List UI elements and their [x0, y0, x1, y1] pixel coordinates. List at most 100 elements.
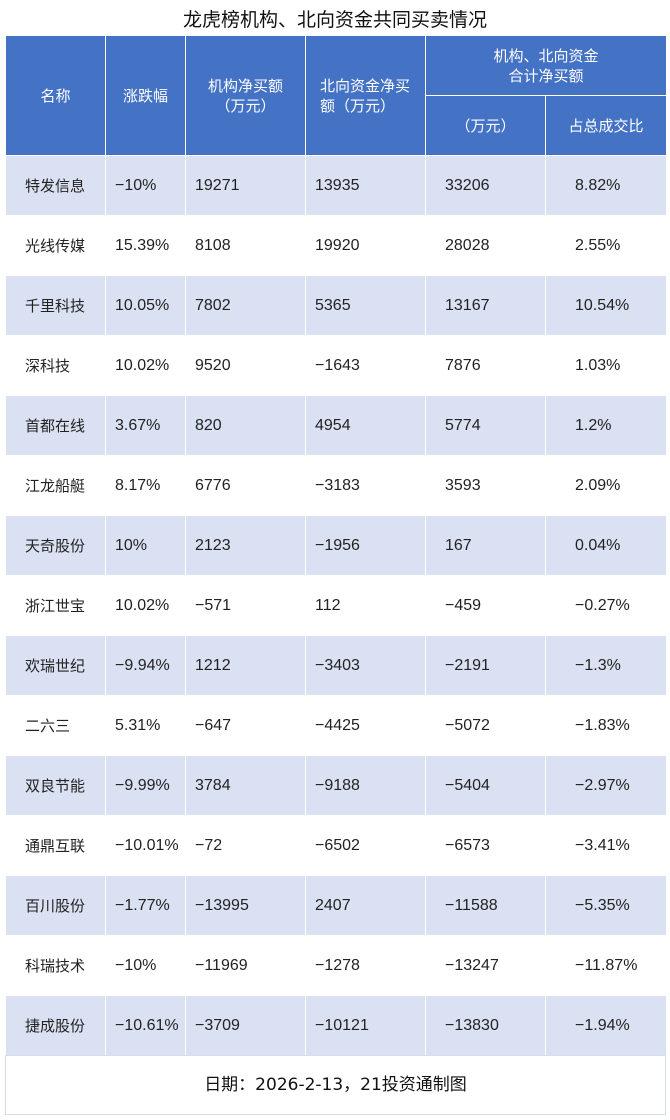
cell-combined-net: 3593	[425, 455, 546, 516]
cell-name: 首都在线	[5, 395, 106, 456]
header-north: 北向资金净买 额（万元）	[305, 35, 426, 156]
cell-change: 10%	[105, 515, 186, 576]
cell-combined-net: −5404	[425, 755, 546, 816]
cell-change: −9.99%	[105, 755, 186, 816]
table-title: 龙虎榜机构、北向资金共同买卖情况	[182, 9, 487, 31]
cell-north-net: −3183	[305, 455, 426, 516]
cell-inst-net: −11969	[185, 935, 306, 996]
cell-name: 通鼎互联	[5, 815, 106, 876]
cell-combined-net: 13167	[425, 275, 546, 336]
table-row: 二六三 5.31% −647 −4425 −5072 −1.83%	[5, 695, 668, 756]
cell-combined-net: −5072	[425, 695, 546, 756]
table-row: 千里科技 10.05% 7802 5365 13167 10.54%	[5, 275, 668, 336]
cell-combined-net: −6573	[425, 815, 546, 876]
cell-change: 10.05%	[105, 275, 186, 336]
cell-change: −1.77%	[105, 875, 186, 936]
table-row: 通鼎互联 −10.01% −72 −6502 −6573 −3.41%	[5, 815, 668, 876]
cell-name: 光线传媒	[5, 215, 106, 276]
cell-share: 10.54%	[544, 275, 668, 336]
table-row: 科瑞技术 −10% −11969 −1278 −13247 −11.87%	[5, 935, 668, 996]
footer-caption: 日期：2026-2-13，21投资通制图	[5, 1055, 666, 1115]
cell-inst-net: 9520	[185, 335, 306, 396]
table-row: 首都在线 3.67% 820 4954 5774 1.2%	[5, 395, 668, 456]
cell-north-net: −4425	[305, 695, 426, 756]
cell-inst-net: −13995	[185, 875, 306, 936]
cell-north-net: 112	[305, 575, 426, 636]
header-change: 涨跌幅	[105, 35, 186, 156]
cell-name: 浙江世宝	[5, 575, 106, 636]
cell-name: 深科技	[5, 335, 106, 396]
table-row: 百川股份 −1.77% −13995 2407 −11588 −5.35%	[5, 875, 668, 936]
cell-share: −3.41%	[544, 815, 668, 876]
cell-change: −10.61%	[105, 995, 186, 1056]
cell-name: 特发信息	[5, 155, 106, 216]
cell-north-net: −9188	[305, 755, 426, 816]
cell-name: 捷成股份	[5, 995, 106, 1056]
cell-north-net: −6502	[305, 815, 426, 876]
cell-share: 0.04%	[544, 515, 668, 576]
cell-name: 二六三	[5, 695, 106, 756]
cell-combined-net: 167	[425, 515, 546, 576]
cell-share: 2.09%	[544, 455, 668, 516]
header-combined: 机构、北向资金 合计净买额	[424, 35, 668, 96]
table-header: 名称 涨跌幅 机构净买额 （万元） 北向资金净买 额（万元） 机构、北向资金 合…	[5, 35, 668, 156]
table-row: 欢瑞世纪 −9.94% 1212 −3403 −2191 −1.3%	[5, 635, 668, 696]
header-inst-line2: （万元）	[215, 96, 276, 115]
table-row: 双良节能 −9.99% 3784 −9188 −5404 −2.97%	[5, 755, 668, 816]
cell-change: 10.02%	[105, 575, 186, 636]
cell-share: −1.94%	[544, 995, 668, 1056]
cell-change: −10%	[105, 935, 186, 996]
cell-north-net: 4954	[305, 395, 426, 456]
cell-inst-net: 820	[185, 395, 306, 456]
header-inst: 机构净买额 （万元）	[185, 35, 306, 156]
header-north-line2: 额（万元）	[320, 96, 396, 115]
table-body: 特发信息 −10% 19271 13935 33206 8.82% 光线传媒 15.39% 81…	[5, 155, 668, 1056]
cell-combined-net: 33206	[425, 155, 546, 216]
cell-north-net: 5365	[305, 275, 426, 336]
cell-inst-net: 7802	[185, 275, 306, 336]
cell-share: −5.35%	[544, 875, 668, 936]
cell-name: 百川股份	[5, 875, 106, 936]
cell-north-net: 13935	[305, 155, 426, 216]
cell-north-net: 19920	[305, 215, 426, 276]
table-row: 天奇股份 10% 2123 −1956 167 0.04%	[5, 515, 668, 576]
header-north-line1: 北向资金净买	[320, 76, 411, 95]
cell-combined-net: −11588	[425, 875, 546, 936]
cell-inst-net: 3784	[185, 755, 306, 816]
header-share: 占总成交比	[544, 95, 668, 156]
cell-name: 江龙船艇	[5, 455, 106, 516]
cell-north-net: −1278	[305, 935, 426, 996]
cell-inst-net: 6776	[185, 455, 306, 516]
cell-inst-net: −571	[185, 575, 306, 636]
table-row: 浙江世宝 10.02% −571 112 −459 −0.27%	[5, 575, 668, 636]
cell-share: 8.82%	[544, 155, 668, 216]
cell-name: 双良节能	[5, 755, 106, 816]
cell-combined-net: −13830	[425, 995, 546, 1056]
cell-share: −0.27%	[544, 575, 668, 636]
cell-combined-net: 7876	[425, 335, 546, 396]
cell-combined-net: 5774	[425, 395, 546, 456]
cell-combined-net: −2191	[425, 635, 546, 696]
cell-change: 8.17%	[105, 455, 186, 516]
header-combined-line2: 合计净买额	[508, 66, 584, 85]
cell-name: 欢瑞世纪	[5, 635, 106, 696]
table-row: 特发信息 −10% 19271 13935 33206 8.82%	[5, 155, 668, 216]
cell-name: 科瑞技术	[5, 935, 106, 996]
cell-change: 5.31%	[105, 695, 186, 756]
header-inst-line1: 机构净买额	[207, 76, 283, 95]
cell-inst-net: −3709	[185, 995, 306, 1056]
cell-change: −10.01%	[105, 815, 186, 876]
cell-north-net: −1956	[305, 515, 426, 576]
cell-share: −1.83%	[544, 695, 668, 756]
cell-combined-net: 28028	[425, 215, 546, 276]
cell-inst-net: 1212	[185, 635, 306, 696]
table-row: 捷成股份 −10.61% −3709 −10121 −13830 −1.94%	[5, 995, 668, 1056]
header-name: 名称	[5, 35, 106, 156]
cell-north-net: 2407	[305, 875, 426, 936]
cell-share: 1.2%	[544, 395, 668, 456]
cell-combined-net: −459	[425, 575, 546, 636]
cell-north-net: −10121	[305, 995, 426, 1056]
header-combined-line1: 机构、北向资金	[493, 46, 599, 65]
cell-north-net: −3403	[305, 635, 426, 696]
table-row: 深科技 10.02% 9520 −1643 7876 1.03%	[5, 335, 668, 396]
